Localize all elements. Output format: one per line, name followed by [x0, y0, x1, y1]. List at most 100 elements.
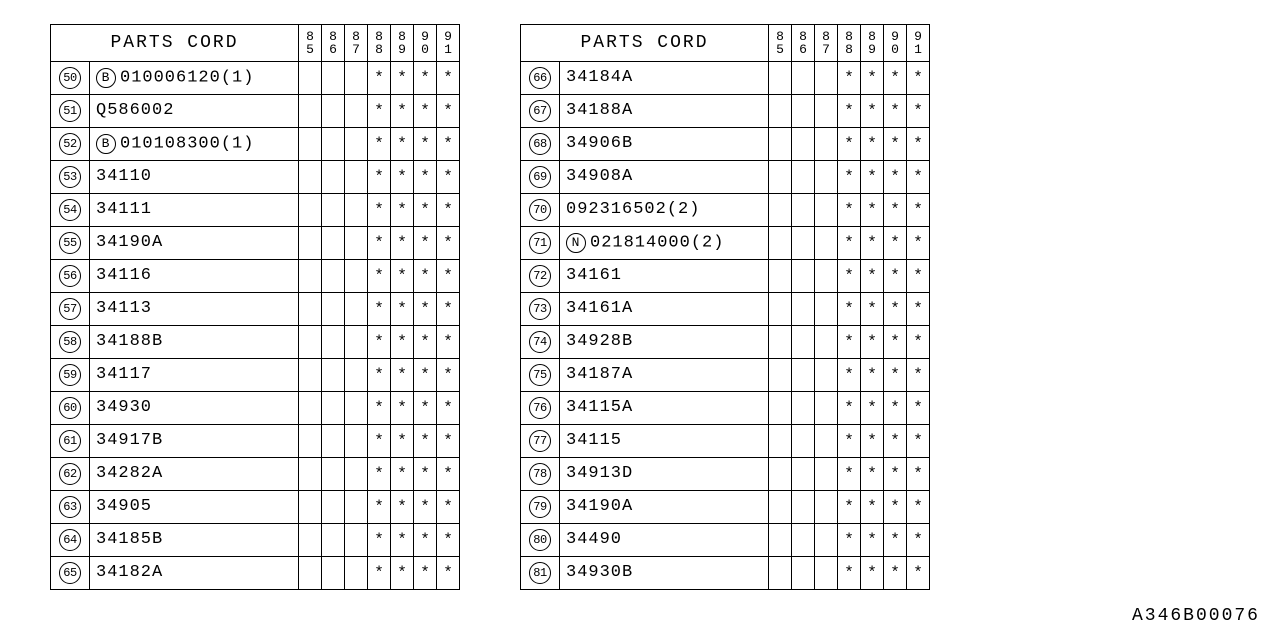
year-cell: * [838, 227, 861, 260]
year-cell [815, 260, 838, 293]
part-number: 34115 [566, 431, 622, 450]
year-cell: * [437, 458, 460, 491]
year-cell: * [861, 458, 884, 491]
table-row: 6934908A**** [521, 161, 930, 194]
year-cell: * [861, 161, 884, 194]
part-number-cell: 34113 [90, 293, 299, 326]
year-cell: * [437, 491, 460, 524]
index-circle: 71 [529, 232, 551, 254]
year-cell: * [861, 128, 884, 161]
year-cell: * [391, 293, 414, 326]
year-cell: * [437, 194, 460, 227]
year-cell: * [861, 62, 884, 95]
year-cell: * [861, 359, 884, 392]
table-row: 6434185B**** [51, 524, 460, 557]
year-cell: * [414, 95, 437, 128]
year-cell: * [391, 260, 414, 293]
part-number: 34917B [96, 431, 163, 450]
year-cell: * [437, 359, 460, 392]
row-index: 53 [51, 161, 90, 194]
index-circle: 62 [59, 463, 81, 485]
row-index: 51 [51, 95, 90, 128]
year-header: 85 [769, 25, 792, 62]
year-cell [792, 62, 815, 95]
year-cell: * [391, 491, 414, 524]
year-cell: * [861, 95, 884, 128]
year-cell: * [368, 194, 391, 227]
year-cell [769, 557, 792, 590]
year-cell: * [884, 227, 907, 260]
row-index: 54 [51, 194, 90, 227]
part-number-cell: 34490 [560, 524, 769, 557]
part-number: 34928B [566, 332, 633, 351]
table-row: 5334110**** [51, 161, 460, 194]
year-cell [815, 161, 838, 194]
year-cell: * [884, 128, 907, 161]
row-index: 76 [521, 392, 560, 425]
year-cell: * [414, 491, 437, 524]
index-circle: 54 [59, 199, 81, 221]
index-circle: 75 [529, 364, 551, 386]
row-index: 72 [521, 260, 560, 293]
year-cell: * [391, 194, 414, 227]
year-cell [345, 260, 368, 293]
year-cell: * [368, 95, 391, 128]
year-cell: * [391, 128, 414, 161]
year-cell [345, 227, 368, 260]
year-cell: * [907, 128, 930, 161]
year-cell: * [391, 392, 414, 425]
year-cell [299, 326, 322, 359]
year-cell: * [884, 359, 907, 392]
row-index: 66 [521, 62, 560, 95]
index-circle: 70 [529, 199, 551, 221]
index-circle: 80 [529, 529, 551, 551]
year-cell: * [437, 62, 460, 95]
row-index: 78 [521, 458, 560, 491]
year-cell [769, 458, 792, 491]
table-row: 6134917B**** [51, 425, 460, 458]
year-cell [769, 62, 792, 95]
year-cell: * [838, 557, 861, 590]
year-cell: * [838, 359, 861, 392]
year-cell: * [437, 227, 460, 260]
year-cell: * [838, 491, 861, 524]
table-row: 71N021814000(2)**** [521, 227, 930, 260]
index-circle: 58 [59, 331, 81, 353]
year-cell [345, 392, 368, 425]
year-cell: * [861, 557, 884, 590]
year-cell: * [368, 392, 391, 425]
year-cell [792, 161, 815, 194]
index-circle: 73 [529, 298, 551, 320]
part-number-cell: 34184A [560, 62, 769, 95]
year-cell [299, 491, 322, 524]
table-row: 6834906B**** [521, 128, 930, 161]
year-cell: * [861, 293, 884, 326]
year-cell: * [391, 161, 414, 194]
part-number: Q586002 [96, 101, 174, 120]
year-cell [299, 458, 322, 491]
part-number: 34188B [96, 332, 163, 351]
part-number: 34185B [96, 530, 163, 549]
year-cell: * [907, 524, 930, 557]
year-cell [815, 557, 838, 590]
year-cell [322, 491, 345, 524]
part-number-cell: 34161A [560, 293, 769, 326]
year-cell [322, 161, 345, 194]
year-cell: * [414, 161, 437, 194]
part-number-cell: 34190A [560, 491, 769, 524]
table-row: 6734188A**** [521, 95, 930, 128]
year-cell: * [884, 95, 907, 128]
part-number: 34906B [566, 134, 633, 153]
year-cell: * [414, 128, 437, 161]
year-cell [769, 128, 792, 161]
year-cell [345, 557, 368, 590]
index-circle: 65 [59, 562, 81, 584]
part-number: 34161A [566, 299, 633, 318]
year-cell [815, 425, 838, 458]
year-cell [299, 161, 322, 194]
year-cell: * [907, 557, 930, 590]
year-cell [815, 194, 838, 227]
row-index: 52 [51, 128, 90, 161]
year-cell: * [368, 491, 391, 524]
part-number: 34117 [96, 365, 152, 384]
